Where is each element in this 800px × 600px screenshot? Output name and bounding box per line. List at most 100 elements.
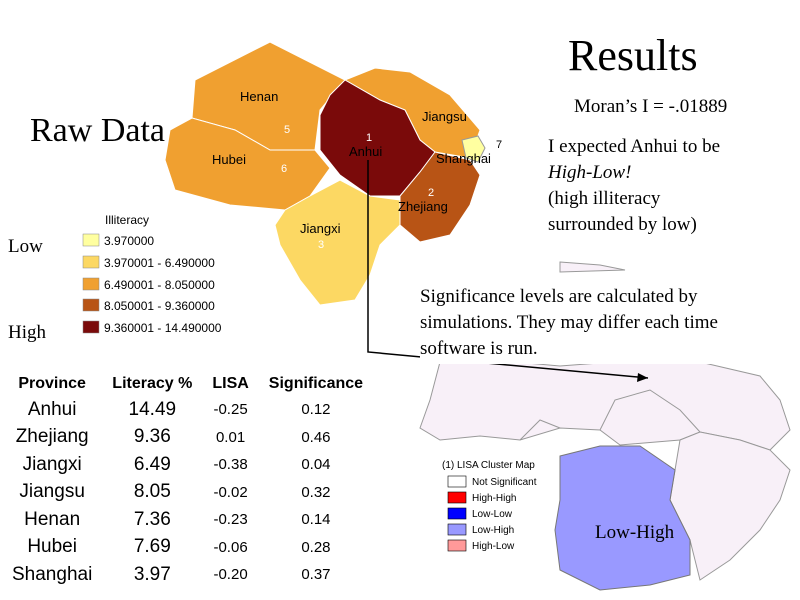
lisa-label-5: High-Low [472,541,515,552]
lisa-legend: (1) LISA Cluster Map Not Significant Hig… [442,460,537,552]
cell-literacy: 6.49 [133,453,171,475]
table-row: Zhejiang 9.36 0.01 0.46 [2,424,373,452]
num-shanghai: 7 [496,139,502,151]
legend-swatch-4 [82,298,100,312]
expect-line-2: High-Low! [548,162,632,183]
table-row: Jiangsu 8.05 -0.02 0.32 [2,479,373,507]
label-jiangxi: Jiangxi [300,221,341,236]
arrow-head-icon [637,373,648,382]
cell-lisa: -0.25 [213,401,248,419]
cell-lisa: -0.06 [213,538,248,556]
cell-lisa: -0.38 [213,456,248,474]
expect-line-1: I expected Anhui to be [548,136,721,157]
lisa-label-1: Not Significant [472,477,537,488]
results-table: Province Literacy % LISA Significance An… [2,372,373,589]
lisa-map-fragment [559,261,626,273]
lisa-swatch-2 [447,491,467,504]
province-zhejiang[interactable] [399,151,481,243]
lisa-cluster-map [419,357,791,591]
legend-label-2: 3.970001 - 6.490000 [104,256,215,270]
expectation-note: I expected Anhui to be High-Low! (high i… [548,134,798,238]
num-hubei: 6 [281,163,287,175]
legend-label-3: 6.490001 - 8.050000 [104,278,215,292]
cell-lisa: -0.20 [213,566,248,584]
cell-significance: 0.04 [301,456,331,474]
cell-significance: 0.37 [301,566,331,584]
slide-title: Results [568,31,698,80]
lisa-region-border-lines [519,389,701,441]
label-shanghai: Shanghai [436,151,491,166]
legend-label-1: 3.970000 [104,234,154,248]
significance-note: Significance levels are calculated by si… [420,282,780,364]
cell-lisa: -0.02 [213,483,248,501]
header-province: Province [18,375,86,392]
lisa-swatch-5 [447,539,467,552]
morans-i-value: Moran’s I = -.01889 [574,96,728,117]
lisa-swatch-3 [447,507,467,520]
legend-swatch-5 [82,320,100,334]
header-lisa: LISA [212,375,249,392]
low-label: Low [8,236,43,257]
table-row: Shanghai 3.97 -0.20 0.37 [2,561,373,589]
legend-title: Illiteracy [105,213,149,227]
cell-literacy: 8.05 [133,481,171,503]
table-header-row: Province Literacy % LISA Significance [2,372,373,396]
label-zhejiang: Zhejiang [398,199,448,214]
province-shanghai[interactable] [461,135,486,163]
lisa-swatch-4 [447,523,467,536]
connector-line [367,160,649,379]
legend-label-4: 8.050001 - 9.360000 [104,299,215,313]
low-high-label: Low-High [595,522,675,543]
num-anhui: 1 [366,132,372,144]
label-henan: Henan [240,89,278,104]
cell-literacy: 14.49 [128,398,177,420]
cell-significance: 0.46 [301,428,331,446]
high-label: High [8,322,46,343]
table-row: Henan 7.36 -0.23 0.14 [2,506,373,534]
lisa-swatch-1 [447,475,467,488]
cell-province: Jiangxi [22,453,82,475]
legend-swatch-3 [82,277,100,291]
cell-province: Hubei [27,536,77,558]
num-henan: 5 [284,124,290,136]
lisa-label-2: High-High [472,493,516,504]
cell-province: Anhui [27,398,77,420]
lisa-region-north[interactable] [419,357,791,451]
lisa-legend-title: (1) LISA Cluster Map [442,460,535,471]
num-jiangxi: 3 [318,239,324,251]
cell-lisa: -0.23 [213,511,248,529]
cell-province: Zhejiang [15,426,89,448]
header-literacy: Literacy % [112,375,193,392]
legend-label-5: 9.360001 - 14.490000 [104,321,222,335]
cell-literacy: 7.69 [133,536,171,558]
expect-line-4: surrounded by low) [548,214,697,235]
table-row: Jiangxi 6.49 -0.38 0.04 [2,451,373,479]
label-jiangsu: Jiangsu [422,109,467,124]
cell-significance: 0.12 [301,401,331,419]
lisa-region-jiangxi-lowhigh[interactable] [554,445,691,591]
cell-province: Jiangsu [19,481,85,503]
legend-swatch-1 [82,233,100,247]
province-hubei[interactable] [164,117,331,211]
cell-province: Shanghai [12,563,93,585]
table-row: Anhui 14.49 -0.25 0.12 [2,396,373,424]
cell-literacy: 3.97 [133,563,171,585]
expect-line-3: (high illiteracy [548,188,661,209]
illiteracy-legend: 3.970000 3.970001 - 6.490000 6.490001 - … [82,233,222,335]
cell-literacy: 9.36 [133,426,171,448]
cell-significance: 0.32 [301,483,331,501]
label-anhui: Anhui [349,144,382,159]
cell-literacy: 7.36 [133,508,171,530]
cell-significance: 0.28 [301,538,331,556]
cell-significance: 0.14 [301,511,331,529]
raw-data-label: Raw Data [30,112,166,149]
lisa-label-4: Low-High [472,525,514,536]
table-row: Hubei 7.69 -0.06 0.28 [2,534,373,562]
label-hubei: Hubei [212,152,246,167]
cell-province: Henan [24,508,81,530]
cell-lisa: 0.01 [215,428,246,446]
num-zhejiang: 2 [428,187,434,199]
lisa-label-3: Low-Low [472,509,513,520]
header-significance: Significance [268,375,364,392]
